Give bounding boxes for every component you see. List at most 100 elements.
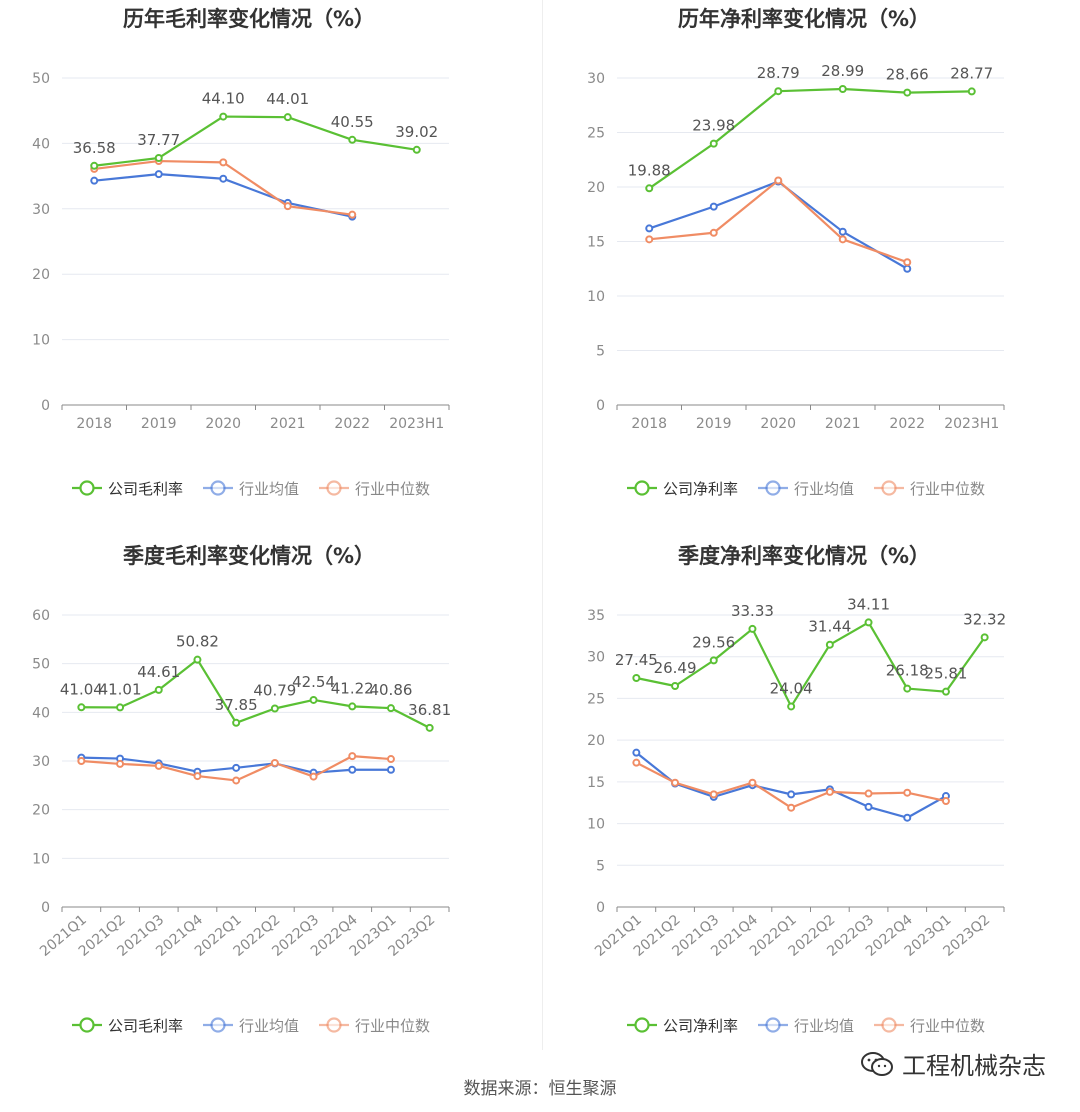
- data-point: [941, 687, 950, 696]
- y-tick-label: 50: [32, 657, 50, 673]
- legend-label: 行业中位数: [355, 480, 430, 498]
- legend-marker: [765, 1017, 781, 1033]
- y-tick-label: 50: [32, 71, 50, 87]
- data-label: 40.86: [369, 681, 412, 699]
- data-point: [193, 655, 202, 664]
- data-point: [838, 227, 847, 236]
- data-point: [348, 765, 357, 774]
- data-point: [903, 788, 912, 797]
- x-tick-label: 2021: [270, 416, 306, 432]
- data-point: [154, 761, 163, 770]
- data-point: [77, 757, 86, 765]
- legend-item: 行业中位数: [874, 480, 985, 498]
- data-point: [709, 790, 718, 799]
- y-tick-label: 10: [587, 289, 605, 305]
- legend-item: 行业均值: [758, 480, 854, 498]
- data-point: [709, 228, 718, 237]
- data-label: 32.32: [963, 610, 1006, 628]
- data-point: [903, 684, 912, 693]
- data-label: 40.79: [253, 681, 296, 699]
- data-point: [980, 633, 989, 642]
- data-point: [903, 88, 912, 97]
- data-label: 41.01: [99, 680, 142, 698]
- y-tick-label: 25: [587, 126, 605, 142]
- legend-item: 公司毛利率: [72, 1017, 183, 1035]
- legend-item: 行业中位数: [874, 1017, 985, 1035]
- watermark: 工程机械杂志: [860, 1046, 1046, 1081]
- data-point: [787, 702, 796, 711]
- data-point: [309, 695, 318, 704]
- chart-title: 历年毛利率变化情况（%）: [123, 7, 375, 31]
- y-tick-label: 60: [32, 608, 50, 624]
- series-line-0: [636, 621, 986, 708]
- data-point: [903, 258, 912, 267]
- x-tick-label: 2019: [141, 416, 177, 432]
- data-point: [774, 87, 783, 96]
- data-point: [903, 264, 912, 273]
- series-line-2: [635, 761, 947, 809]
- data-point: [309, 772, 318, 781]
- data-point: [941, 797, 950, 806]
- y-tick-label: 30: [587, 650, 605, 666]
- data-label: 50.82: [176, 633, 219, 651]
- legend-marker: [881, 480, 897, 496]
- data-point: [219, 158, 228, 167]
- legend-label: 行业均值: [794, 1017, 854, 1035]
- data-label: 44.10: [202, 90, 245, 108]
- legend-item: 行业中位数: [319, 480, 430, 498]
- data-point: [825, 787, 834, 796]
- data-point: [412, 145, 421, 154]
- legend-label: 行业中位数: [355, 1017, 430, 1035]
- data-label: 33.33: [731, 602, 774, 620]
- data-point: [864, 802, 873, 811]
- legend-marker: [210, 1017, 226, 1033]
- legend-item: 行业均值: [758, 1017, 854, 1035]
- data-point: [283, 202, 292, 211]
- x-tick-label: 2018: [631, 416, 667, 432]
- legend-label: 公司净利率: [663, 1017, 738, 1035]
- data-label: 42.54: [292, 673, 335, 691]
- chart-panel-2: 历年净利率变化情况（%） 0 5 10 15 20 25 30 2018 2019 2020 2021…: [587, 7, 1005, 498]
- data-point: [774, 176, 783, 185]
- data-point: [193, 772, 202, 781]
- data-label: 27.45: [615, 651, 658, 669]
- watermark-text: 工程机械杂志: [902, 1052, 1046, 1080]
- y-tick-label: 10: [587, 817, 605, 833]
- y-tick-label: 35: [587, 608, 605, 624]
- data-point: [632, 748, 641, 757]
- data-label: 26.18: [886, 662, 929, 680]
- data-point: [219, 174, 228, 183]
- legend-marker: [79, 1017, 95, 1033]
- data-point: [425, 723, 434, 732]
- data-point: [116, 759, 125, 768]
- y-tick-label: 40: [32, 136, 50, 152]
- data-label: 31.44: [808, 618, 851, 636]
- data-point: [386, 755, 395, 764]
- data-point: [90, 161, 99, 170]
- data-label: 41.04: [60, 680, 103, 698]
- legend-marker: [634, 1017, 650, 1033]
- data-label: 19.88: [628, 161, 671, 179]
- x-tick-label: 2022: [889, 416, 925, 432]
- data-point: [748, 778, 757, 787]
- y-tick-label: 20: [587, 733, 605, 749]
- data-point: [348, 702, 357, 711]
- legend-item: 行业中位数: [319, 1017, 430, 1035]
- data-label: 37.77: [137, 131, 180, 149]
- data-point: [709, 656, 718, 665]
- series-line-0: [94, 115, 417, 167]
- data-point: [232, 776, 241, 785]
- y-tick-label: 0: [596, 398, 605, 414]
- data-label: 23.98: [692, 117, 735, 135]
- y-tick-label: 20: [32, 803, 50, 819]
- data-point: [219, 112, 228, 121]
- data-point: [348, 752, 357, 761]
- y-tick-label: 25: [587, 691, 605, 707]
- data-point: [671, 778, 680, 787]
- data-point: [864, 618, 873, 627]
- data-point: [77, 703, 86, 712]
- legend-label: 行业均值: [239, 1017, 299, 1035]
- data-point: [825, 640, 834, 649]
- data-label: 24.04: [770, 679, 813, 697]
